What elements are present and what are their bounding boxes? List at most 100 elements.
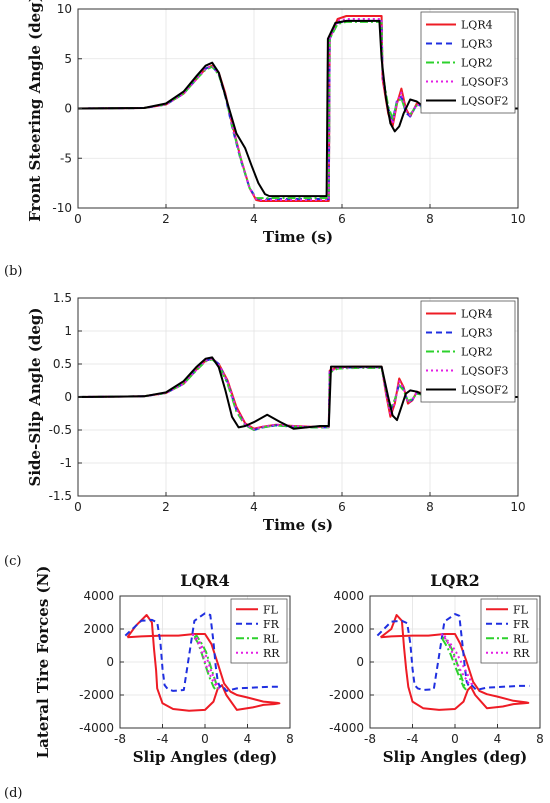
x-tick-label: 0 bbox=[451, 732, 459, 746]
x-tick-label: 0 bbox=[201, 732, 209, 746]
y-tick-label: -5 bbox=[60, 151, 72, 165]
series-line-rl bbox=[193, 634, 219, 691]
x-tick-label: -4 bbox=[407, 732, 419, 746]
x-tick-label: 4 bbox=[250, 500, 258, 514]
y-tick-label: -1.5 bbox=[49, 489, 72, 503]
x-tick-label: 4 bbox=[250, 212, 258, 226]
legend-box bbox=[420, 11, 516, 114]
y-tick-label: 10 bbox=[57, 2, 72, 16]
x-tick-label: 2 bbox=[162, 500, 170, 514]
panel-label-b: (b) bbox=[4, 264, 22, 279]
legend-label-fr: FR bbox=[513, 618, 530, 631]
legend-label-lqr2: LQR2 bbox=[461, 346, 493, 359]
series-line-rr bbox=[440, 633, 473, 687]
series-line-fl bbox=[379, 614, 530, 711]
legend-label-lqsof2: LQSOF2 bbox=[461, 384, 509, 397]
y-tick-label: 2000 bbox=[333, 622, 364, 636]
series-line-fl bbox=[126, 614, 281, 712]
x-tick-label: 4 bbox=[244, 732, 252, 746]
chart-steer: 0 2 4 6 8 10 -10 -5 0 5 10 Time (s) Front Steering A… bbox=[26, 0, 526, 246]
series-line-fr bbox=[376, 613, 530, 691]
x-axis-label: Slip Angles (deg) bbox=[133, 748, 278, 766]
legend-label-lqr4: LQR4 bbox=[461, 19, 493, 32]
series-group bbox=[124, 612, 281, 712]
chart-tire_lqr2: -8 -4 0 4 8 -4000 -2000 0 2000 4000 Slip Angles (d… bbox=[329, 571, 544, 766]
chart-title: LQR2 bbox=[430, 571, 480, 590]
y-axis-label: Front Steering Angle (deg) bbox=[26, 0, 44, 222]
y-tick-label: 0 bbox=[356, 655, 364, 669]
series-group bbox=[376, 613, 530, 711]
legend-label-rl: RL bbox=[513, 632, 529, 645]
series-line-rr bbox=[191, 633, 220, 690]
x-tick-label: 10 bbox=[510, 212, 525, 226]
chart-slip: 0 2 4 6 8 10 -1.5 -1 -0.5 0 0.5 1 1.5 Time (s) Side-Sl… bbox=[26, 291, 526, 534]
legend-label-lqr4: LQR4 bbox=[461, 308, 493, 321]
legend-label-lqsof3: LQSOF3 bbox=[461, 365, 509, 378]
y-tick-label: 0 bbox=[64, 102, 72, 116]
legend-label-lqr2: LQR2 bbox=[461, 57, 493, 70]
legend-label-fl: FL bbox=[263, 603, 279, 616]
y-tick-label: 4000 bbox=[333, 589, 364, 603]
x-tick-label: 6 bbox=[338, 212, 346, 226]
y-tick-label: 1 bbox=[64, 324, 72, 338]
y-tick-label: -1 bbox=[60, 456, 72, 470]
legend-label-rr: RR bbox=[513, 647, 530, 660]
x-tick-label: -8 bbox=[364, 732, 376, 746]
y-tick-label: -2000 bbox=[329, 688, 364, 702]
x-tick-label: 6 bbox=[338, 500, 346, 514]
legend-label-lqsof2: LQSOF2 bbox=[461, 95, 509, 108]
y-tick-label: 2000 bbox=[83, 622, 114, 636]
y-tick-label: 5 bbox=[64, 52, 72, 66]
legend-box bbox=[420, 300, 516, 403]
y-tick-label: -2000 bbox=[79, 688, 114, 702]
series-group bbox=[78, 356, 518, 431]
legend-label-lqr3: LQR3 bbox=[461, 38, 493, 51]
y-tick-label: -0.5 bbox=[49, 423, 72, 437]
y-tick-label: -10 bbox=[52, 201, 72, 215]
x-tick-label: 8 bbox=[286, 732, 294, 746]
y-tick-label: -4000 bbox=[79, 721, 114, 735]
series-line-fr bbox=[124, 612, 280, 692]
legend-label-fr: FR bbox=[263, 618, 280, 631]
legend: LQR4 LQR3 LQR2 LQSOF3 LQSOF2 bbox=[420, 300, 516, 403]
legend-label-rr: RR bbox=[263, 647, 280, 660]
series-line-lqsof3 bbox=[78, 18, 518, 201]
series-line-lqsof2 bbox=[78, 19, 518, 198]
y-tick-label: -4000 bbox=[329, 721, 364, 735]
x-axis-label: Slip Angles (deg) bbox=[383, 748, 528, 766]
x-axis-label: Time (s) bbox=[263, 516, 333, 534]
series-group bbox=[78, 15, 518, 202]
panel-label-d: (d) bbox=[4, 786, 22, 801]
legend-label-lqr3: LQR3 bbox=[461, 327, 493, 340]
x-tick-label: 10 bbox=[510, 500, 525, 514]
chart-title: LQR4 bbox=[180, 571, 230, 590]
panel-label-c: (c) bbox=[4, 554, 21, 569]
x-tick-label: 8 bbox=[426, 212, 434, 226]
chart-tire_lqr4: -8 -4 0 4 8 -4000 -2000 0 2000 4000 Slip Angles (d… bbox=[34, 566, 294, 766]
x-tick-label: 2 bbox=[162, 212, 170, 226]
x-tick-label: 4 bbox=[494, 732, 502, 746]
legend-label-rl: RL bbox=[263, 632, 279, 645]
x-axis-label: Time (s) bbox=[263, 228, 333, 246]
x-tick-label: -4 bbox=[157, 732, 169, 746]
y-tick-label: 0 bbox=[106, 655, 114, 669]
y-tick-label: 0 bbox=[64, 390, 72, 404]
x-tick-label: 0 bbox=[74, 500, 82, 514]
x-tick-label: 8 bbox=[426, 500, 434, 514]
x-tick-label: 0 bbox=[74, 212, 82, 226]
legend-label-fl: FL bbox=[513, 603, 529, 616]
y-tick-label: 1.5 bbox=[53, 291, 72, 305]
series-line-rl bbox=[441, 636, 467, 691]
x-tick-label: -8 bbox=[114, 732, 126, 746]
y-axis-label: Side-Slip Angle (deg) bbox=[26, 308, 44, 487]
y-tick-label: 4000 bbox=[83, 589, 114, 603]
x-tick-label: 8 bbox=[536, 732, 544, 746]
legend-label-lqsof3: LQSOF3 bbox=[461, 76, 509, 89]
series-line-lqsof2 bbox=[78, 356, 518, 430]
legend: LQR4 LQR3 LQR2 LQSOF3 LQSOF2 bbox=[420, 11, 516, 114]
y-tick-label: 0.5 bbox=[53, 357, 72, 371]
y-axis-label: Lateral Tire Forces (N) bbox=[34, 566, 52, 759]
